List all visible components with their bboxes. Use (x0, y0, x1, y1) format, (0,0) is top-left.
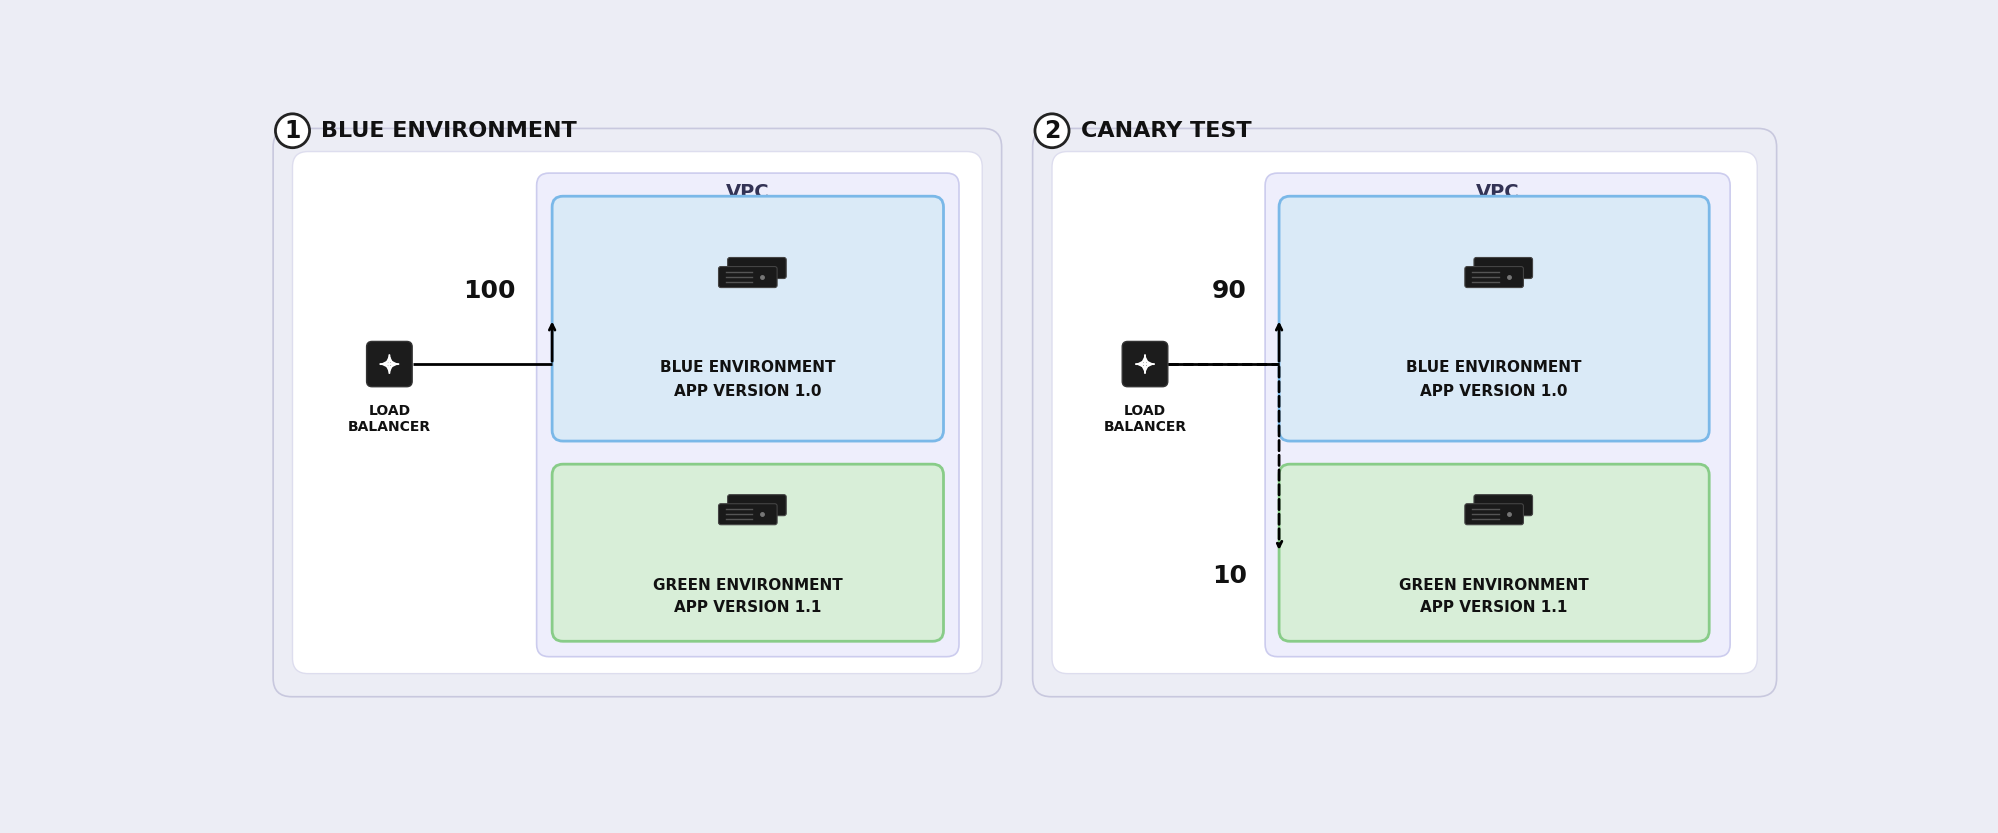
Text: BLUE ENVIRONMENT: BLUE ENVIRONMENT (659, 361, 835, 376)
Text: LOAD
BALANCER: LOAD BALANCER (348, 404, 432, 434)
Circle shape (276, 114, 310, 147)
FancyBboxPatch shape (717, 267, 777, 287)
Circle shape (1035, 114, 1069, 147)
FancyBboxPatch shape (366, 342, 412, 387)
FancyBboxPatch shape (1033, 128, 1776, 696)
Text: APP VERSION 1.0: APP VERSION 1.0 (1421, 383, 1566, 398)
Text: 90: 90 (1211, 279, 1247, 303)
Text: 2: 2 (1043, 119, 1059, 142)
FancyBboxPatch shape (1051, 152, 1756, 674)
Text: VPC: VPC (725, 183, 769, 202)
FancyBboxPatch shape (292, 152, 981, 674)
Text: VPC: VPC (1475, 183, 1518, 202)
FancyBboxPatch shape (274, 128, 1001, 696)
FancyBboxPatch shape (727, 257, 785, 278)
Text: BLUE ENVIRONMENT: BLUE ENVIRONMENT (322, 121, 577, 141)
FancyBboxPatch shape (1121, 342, 1167, 387)
Text: APP VERSION 1.1: APP VERSION 1.1 (1421, 600, 1566, 615)
Text: 1: 1 (284, 119, 300, 142)
FancyBboxPatch shape (1279, 464, 1708, 641)
FancyBboxPatch shape (727, 495, 785, 516)
Text: GREEN ENVIRONMENT: GREEN ENVIRONMENT (1399, 578, 1588, 593)
Text: BLUE ENVIRONMENT: BLUE ENVIRONMENT (1407, 361, 1580, 376)
Text: APP VERSION 1.1: APP VERSION 1.1 (673, 600, 821, 615)
Text: 100: 100 (464, 279, 515, 303)
FancyBboxPatch shape (535, 173, 959, 656)
Text: CANARY TEST: CANARY TEST (1081, 121, 1251, 141)
FancyBboxPatch shape (551, 197, 943, 441)
FancyBboxPatch shape (717, 504, 777, 525)
FancyBboxPatch shape (1465, 504, 1522, 525)
FancyBboxPatch shape (551, 464, 943, 641)
Text: 10: 10 (1211, 564, 1247, 588)
Text: LOAD
BALANCER: LOAD BALANCER (1103, 404, 1187, 434)
FancyBboxPatch shape (1473, 257, 1532, 278)
FancyBboxPatch shape (1473, 495, 1532, 516)
Text: GREEN ENVIRONMENT: GREEN ENVIRONMENT (653, 578, 843, 593)
Text: APP VERSION 1.0: APP VERSION 1.0 (673, 383, 821, 398)
FancyBboxPatch shape (1265, 173, 1728, 656)
FancyBboxPatch shape (1465, 267, 1522, 287)
FancyBboxPatch shape (1279, 197, 1708, 441)
